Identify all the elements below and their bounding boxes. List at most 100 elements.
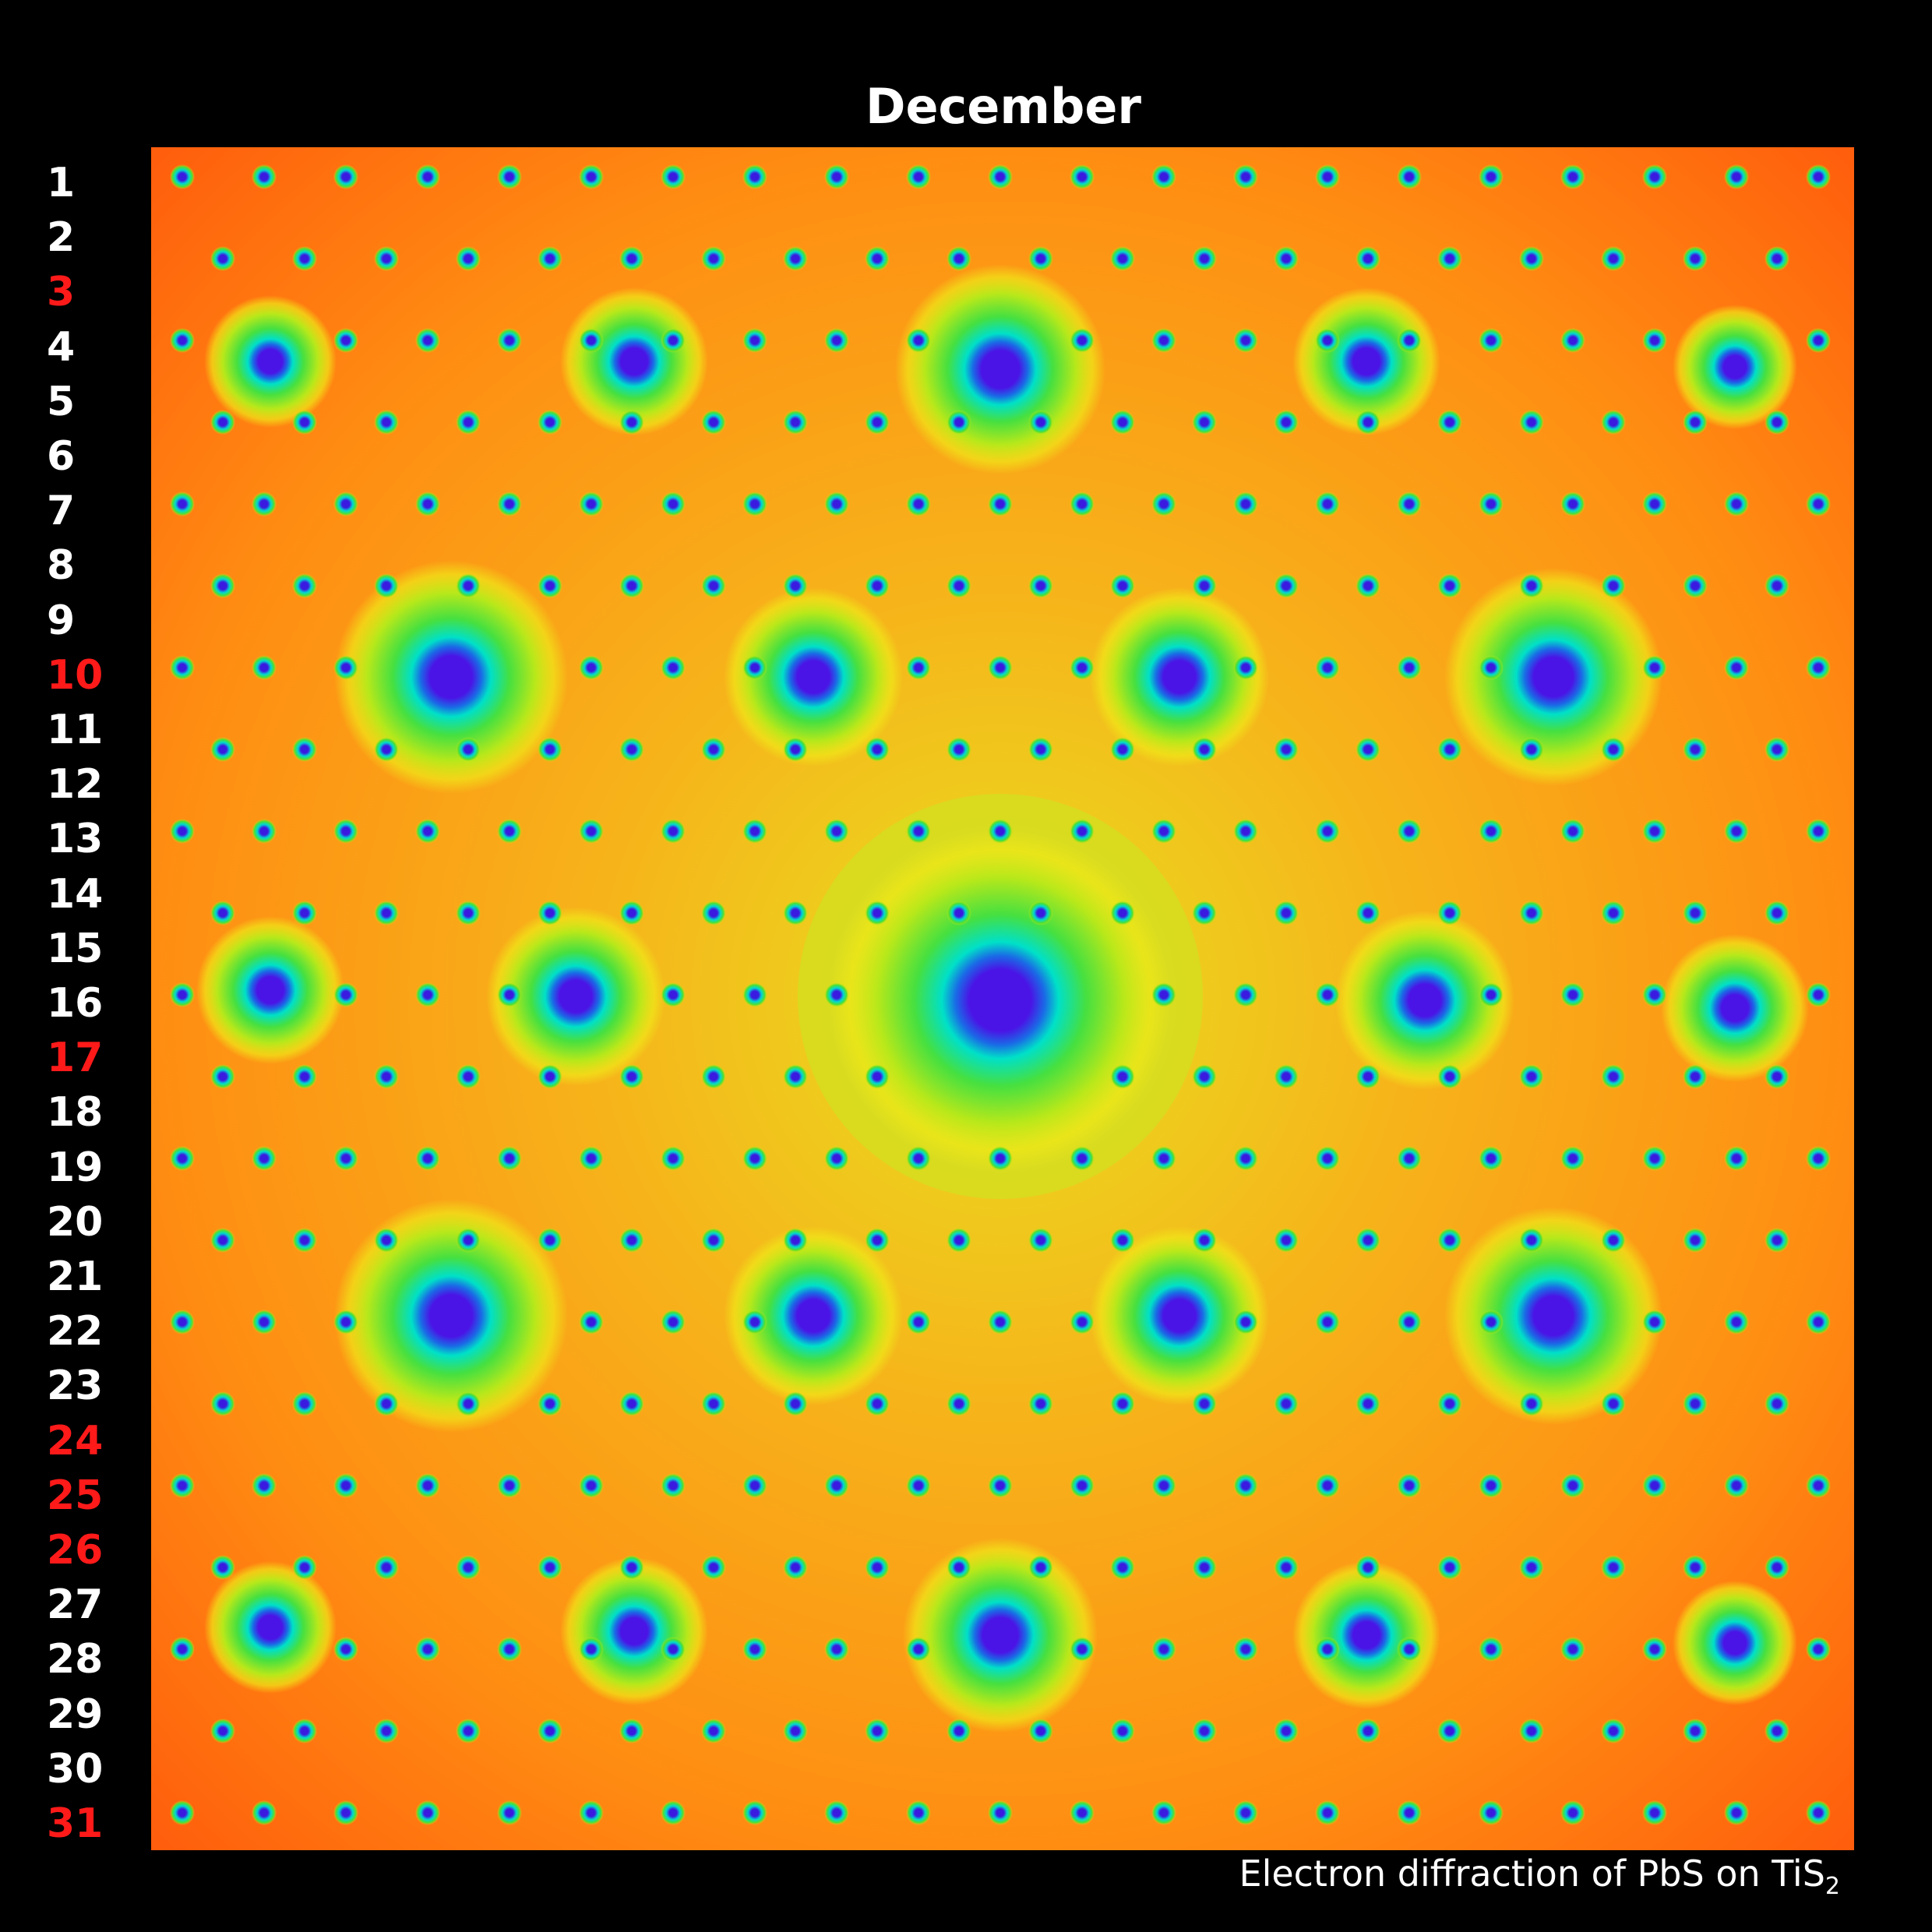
diffraction-spot <box>415 1637 440 1662</box>
diffraction-spot <box>701 901 726 925</box>
diffraction-spot <box>170 328 195 353</box>
diffraction-spot <box>988 1146 1013 1171</box>
day-label: 15 <box>47 925 104 972</box>
diffraction-spot <box>619 1391 644 1416</box>
diffraction-spot <box>1233 1146 1258 1171</box>
diffraction-spot <box>1192 737 1217 762</box>
diffraction-spot <box>1642 1637 1667 1662</box>
diffraction-spot <box>1070 1146 1095 1171</box>
diffraction-spot <box>579 164 604 189</box>
diffraction-spot <box>1356 1391 1380 1416</box>
diffraction-spot <box>1110 246 1135 271</box>
diffraction-spot <box>824 1637 849 1662</box>
diffraction-spot <box>1765 1064 1789 1089</box>
diffraction-spot <box>1519 1391 1544 1416</box>
diffraction-spot <box>1028 246 1053 271</box>
diffraction-spot <box>210 246 235 271</box>
diffraction-spot <box>1560 328 1585 353</box>
diffraction-spot <box>1519 1555 1544 1580</box>
diffraction-spot <box>1601 410 1626 435</box>
diffraction-spot <box>1683 573 1708 598</box>
diffraction-spot <box>1765 737 1789 762</box>
diffraction-spot <box>824 819 849 844</box>
diffraction-spot <box>1479 492 1504 516</box>
diffraction-spot <box>1437 737 1462 762</box>
diffraction-spot <box>252 1800 277 1825</box>
diffraction-spot <box>374 1719 399 1743</box>
diffraction-spot <box>1151 492 1176 516</box>
diffraction-spot <box>906 164 931 189</box>
diffraction-spot <box>1315 492 1340 516</box>
diffraction-spot <box>1070 492 1095 516</box>
diffraction-spot <box>1110 1555 1135 1580</box>
diffraction-spot <box>783 1719 808 1743</box>
diffraction-spot <box>497 164 522 189</box>
diffraction-spot <box>1028 901 1053 925</box>
diffraction-spot <box>1601 901 1626 925</box>
diffraction-spot <box>1028 410 1053 435</box>
diffraction-spot <box>1192 246 1217 271</box>
diffraction-spot <box>1274 737 1299 762</box>
diffraction-spot <box>497 1146 522 1171</box>
diffraction-spot <box>497 328 522 353</box>
diffraction-spot <box>906 1146 931 1171</box>
diffraction-spot <box>292 1719 317 1743</box>
diffraction-spot <box>988 492 1013 516</box>
diffraction-spot <box>374 573 399 598</box>
diffraction-spot <box>415 1146 440 1171</box>
diffraction-spot <box>1192 901 1217 925</box>
diffraction-spot <box>333 164 358 189</box>
diffraction-spot <box>661 492 686 516</box>
diffraction-spot <box>538 410 562 435</box>
diffraction-spot <box>1397 492 1422 516</box>
diffraction-spot <box>415 819 440 844</box>
diffraction-spot <box>1479 1146 1504 1171</box>
diffraction-spot <box>1315 1800 1340 1825</box>
diffraction-spot <box>1233 164 1258 189</box>
diffraction-spot <box>1437 1719 1462 1743</box>
diffraction-spot <box>579 1146 604 1171</box>
image-caption: Electron diffraction of PbS on TiS2 <box>1239 1850 1841 1910</box>
diffraction-spot <box>1397 1800 1422 1825</box>
diffraction-spot <box>1806 982 1831 1007</box>
diffraction-spot <box>1765 1391 1789 1416</box>
diffraction-spot <box>1479 1310 1504 1334</box>
diffraction-spot <box>1233 1310 1258 1334</box>
diffraction-spot <box>538 737 562 762</box>
diffraction-spot <box>1151 328 1176 353</box>
diffraction-spot <box>170 982 195 1007</box>
diffraction-spot <box>415 328 440 353</box>
diffraction-spot <box>1192 1228 1217 1253</box>
diffraction-spot <box>1601 1391 1626 1416</box>
diffraction-spot <box>1356 737 1380 762</box>
diffraction-spot <box>1560 1146 1585 1171</box>
diffraction-spot <box>1070 328 1095 353</box>
diffraction-spot <box>292 573 317 598</box>
diffraction-spot <box>497 492 522 516</box>
day-label: 17 <box>47 1035 104 1082</box>
diffraction-spot <box>742 819 767 844</box>
diffraction-spot <box>210 1719 235 1743</box>
diffraction-image <box>151 147 1854 1850</box>
diffraction-spot <box>1274 1064 1299 1089</box>
diffraction-spot <box>579 1473 604 1498</box>
bright-spot <box>204 295 337 428</box>
diffraction-spot <box>1642 1310 1667 1334</box>
diffraction-spot <box>1765 1719 1789 1743</box>
diffraction-spot <box>661 1473 686 1498</box>
diffraction-spot <box>1642 1473 1667 1498</box>
diffraction-spot <box>538 1719 562 1743</box>
diffraction-spot <box>1315 1637 1340 1662</box>
diffraction-spot <box>1601 1228 1626 1253</box>
diffraction-spot <box>456 573 481 598</box>
diffraction-spot <box>947 1555 971 1580</box>
month-title: December <box>866 78 1141 135</box>
diffraction-spot <box>1233 1637 1258 1662</box>
bright-spot <box>1673 1581 1797 1705</box>
diffraction-spot <box>579 655 604 680</box>
diffraction-spot <box>661 1800 686 1825</box>
diffraction-spot <box>1233 982 1258 1007</box>
diffraction-spot <box>783 410 808 435</box>
diffraction-spot <box>210 901 235 925</box>
day-label: 1 <box>47 160 76 206</box>
